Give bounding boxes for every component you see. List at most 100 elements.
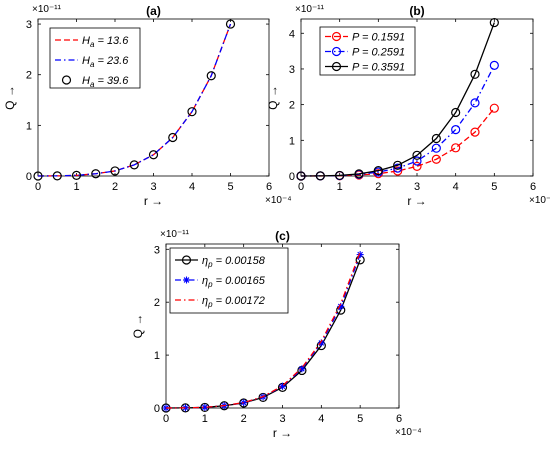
legend: Ha = 13.6Ha = 23.6Ha = 39.6 — [49, 27, 141, 89]
legend: P = 0.1591 P = 0.2591 P = 0.3591 — [319, 26, 416, 76]
series-line — [300, 22, 495, 177]
legend-label-rest: = 23.6 — [94, 55, 129, 67]
legend-label-rest: = 0.00172 — [213, 295, 265, 307]
series-2 — [37, 23, 232, 177]
legend-label-sub: p — [207, 280, 213, 289]
legend-label: ηp = 0.00165 — [202, 275, 266, 289]
x-axis-label: r → — [407, 194, 426, 208]
data-point — [206, 71, 216, 81]
y-tick-label: 3 — [154, 244, 160, 256]
y-tick-label: 3 — [26, 19, 32, 31]
legend-entry: ηp = 0.00165 — [175, 275, 266, 289]
x-tick-label: 0 — [298, 181, 304, 193]
data-point — [393, 160, 403, 170]
series-3 — [296, 17, 499, 181]
legend-label: Ha = 23.6 — [82, 55, 129, 69]
legend-label-sub: p — [207, 300, 213, 309]
data-point — [225, 19, 236, 29]
y-tick-label: 0 — [289, 171, 295, 183]
legend-swatch-marker — [183, 276, 190, 284]
star-stroke — [201, 404, 208, 411]
x-tick-label: 0 — [35, 181, 41, 193]
legend-label-rest: = 0.00165 — [213, 275, 266, 287]
data-point — [489, 60, 499, 70]
data-point — [239, 398, 249, 408]
legend: ηp = 0.00158 ηp = 0.00165 ηp = 0.00172 — [169, 247, 289, 314]
data-point — [431, 133, 441, 144]
data-point — [373, 166, 383, 176]
data-point — [470, 69, 480, 79]
data-point — [412, 156, 422, 166]
legend-swatch-marker — [331, 61, 342, 72]
y-tick-label: 1 — [289, 135, 295, 147]
data-point — [354, 169, 364, 179]
data-point — [393, 166, 403, 176]
star-stroke — [299, 366, 305, 372]
data-point — [412, 150, 422, 160]
legend-swatch-marker — [61, 75, 72, 85]
y-tick-label: 3 — [289, 64, 295, 76]
data-point — [356, 251, 364, 259]
legend-label-main: P = 0.2591 — [352, 47, 405, 59]
series-line — [165, 251, 361, 409]
y-tick-label: 1 — [26, 120, 32, 132]
data-point — [335, 170, 345, 181]
x-tick-label: 0 — [163, 413, 169, 425]
legend-label-main: P = 0.3591 — [352, 62, 405, 74]
y-axis-label: Q → — [131, 314, 145, 339]
data-point — [412, 161, 422, 171]
legend-label: ηp = 0.00158 — [202, 255, 266, 269]
legend-entry: Ha = 23.6 — [55, 55, 129, 69]
legend-label-rest: = 39.6 — [94, 75, 129, 87]
x-tick-label: 6 — [266, 181, 272, 193]
y-tick-label: 0 — [154, 403, 160, 415]
y-exponent: ×10⁻¹¹ — [160, 229, 190, 240]
x-tick-label: 1 — [337, 181, 343, 193]
legend-entry: ηp = 0.00158 — [175, 255, 266, 269]
legend-label: ηp = 0.00172 — [202, 295, 265, 309]
x-tick-label: 2 — [375, 181, 381, 193]
legend-label-sub: a — [90, 60, 95, 69]
star-stroke — [183, 277, 190, 283]
legend-label-main: P = 0.1591 — [352, 32, 405, 44]
x-tick-label: 6 — [530, 181, 536, 193]
x-tick-label: 4 — [453, 181, 459, 193]
legend-label: Ha = 13.6 — [82, 35, 129, 49]
y-exponent: ×10⁻¹¹ — [295, 4, 325, 15]
chart-title: (b) — [409, 4, 424, 18]
data-point — [451, 125, 461, 135]
legend-label-main: H — [82, 55, 90, 67]
data-point — [110, 166, 120, 176]
data-point — [33, 171, 43, 181]
x-tick-label: 1 — [202, 413, 208, 425]
y-tick-label: 2 — [289, 100, 295, 112]
x-tick-label: 6 — [396, 413, 402, 425]
x-exponent: ×10⁻⁴ — [529, 195, 550, 206]
y-exponent: ×10⁻¹¹ — [32, 4, 62, 15]
x-exponent: ×10⁻⁴ — [395, 427, 422, 438]
x-tick-label: 5 — [357, 413, 363, 425]
legend-label-main: H — [82, 35, 90, 47]
x-axis-label: r → — [273, 426, 292, 440]
x-exponent: ×10⁻⁴ — [265, 195, 292, 206]
series-3 — [33, 19, 236, 181]
data-point — [470, 127, 480, 137]
chart-panel-2: 0 1 2 3 4 5 6 0 1 2 3 4 ×10⁻¹¹ ×10⁻⁴ r → Q → (b) P = 0.15… — [266, 4, 550, 208]
x-tick-label: 3 — [414, 181, 420, 193]
x-tick-label: 4 — [318, 413, 324, 425]
data-point — [451, 107, 461, 118]
legend-label-rest: = 0.00158 — [213, 255, 266, 267]
y-axis-label: Q → — [266, 85, 280, 110]
legend-label-rest: = 13.6 — [94, 35, 129, 47]
legend-swatch-marker — [331, 31, 342, 42]
data-point — [91, 169, 101, 179]
x-tick-label: 3 — [150, 181, 156, 193]
data-point — [296, 171, 306, 181]
data-point — [168, 132, 178, 143]
y-tick-label: 4 — [289, 28, 295, 40]
data-point — [431, 143, 441, 153]
x-tick-label: 4 — [189, 181, 195, 193]
legend-box — [49, 27, 141, 89]
